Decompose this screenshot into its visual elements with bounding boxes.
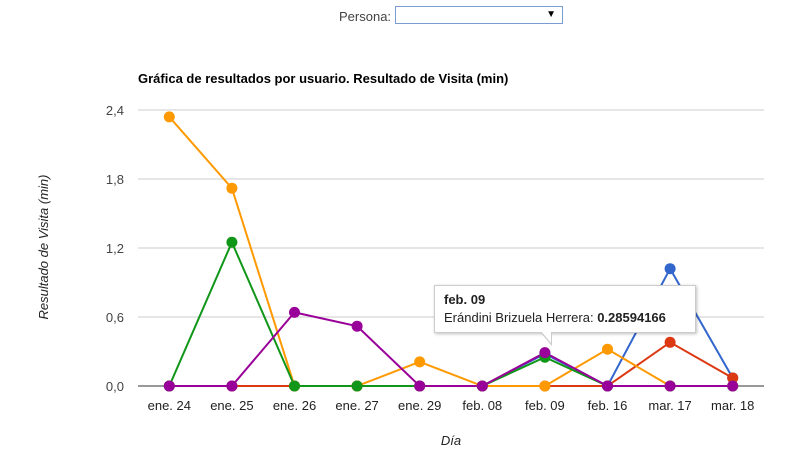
filter-bar: Persona: ▼ <box>0 4 800 26</box>
y-axis-label: Resultado de Visita (min) <box>36 175 51 320</box>
tooltip-pointer-fill <box>541 331 551 343</box>
data-point[interactable] <box>664 380 676 392</box>
x-tick-label: mar. 18 <box>711 398 754 413</box>
data-point[interactable] <box>351 320 363 332</box>
series-line-2 <box>169 341 734 387</box>
y-tick-label: 0,0 <box>106 379 124 394</box>
data-point[interactable] <box>163 380 175 392</box>
data-point[interactable] <box>727 380 739 392</box>
x-tick-label: ene. 27 <box>335 398 378 413</box>
data-point[interactable] <box>664 336 676 348</box>
data-point[interactable] <box>226 236 238 248</box>
x-tick-label: ene. 24 <box>148 398 191 413</box>
person-filter-label: Persona: <box>339 9 392 24</box>
data-point[interactable] <box>539 347 551 359</box>
series-line-3 <box>168 116 733 387</box>
x-axis-tick-labels: ene. 24 ene. 25 ene. 26 ene. 27 ene. 29 feb. … <box>148 398 755 413</box>
x-tick-label: feb. 16 <box>588 398 628 413</box>
data-point[interactable] <box>727 372 739 384</box>
data-point[interactable] <box>602 343 613 355</box>
series-line-5 <box>169 311 733 387</box>
y-tick-label: 1,2 <box>106 241 124 256</box>
data-point[interactable] <box>476 380 488 392</box>
y-tick-label: 2,4 <box>106 103 124 118</box>
data-point[interactable] <box>289 380 300 392</box>
x-tick-label: feb. 08 <box>462 398 502 413</box>
chart-title: Gráfica de resultados por usuario. Resul… <box>138 71 508 86</box>
y-axis-tick-labels: 0,0 0,6 1,2 1,8 2,4 <box>106 103 124 394</box>
y-tick-label: 0,6 <box>106 310 124 325</box>
data-point[interactable] <box>226 380 238 392</box>
data-point[interactable] <box>414 380 426 392</box>
tooltip-title: feb. 09 <box>444 292 486 307</box>
data-point[interactable] <box>602 380 613 392</box>
data-tooltip: feb. 09 Erándini Brizuela Herrera: 0.285… <box>434 285 696 346</box>
data-point[interactable] <box>226 182 238 194</box>
tooltip-value: 0.28594166 <box>597 310 666 325</box>
person-select[interactable]: ▼ <box>395 6 563 24</box>
x-tick-label: ene. 26 <box>273 398 316 413</box>
tooltip-body: Erándini Brizuela Herrera: 0.28594166 <box>444 310 686 325</box>
tooltip-series-name: Erándini Brizuela Herrera: <box>444 310 594 325</box>
series-lines <box>168 116 734 388</box>
x-axis-label: Día <box>441 433 461 448</box>
x-tick-label: feb. 09 <box>525 398 565 413</box>
y-tick-label: 1,8 <box>106 172 124 187</box>
data-point[interactable] <box>414 356 426 368</box>
x-tick-label: ene. 25 <box>210 398 253 413</box>
data-point[interactable] <box>289 306 300 318</box>
dropdown-arrow-icon[interactable]: ▼ <box>546 9 556 20</box>
data-point[interactable] <box>664 263 676 275</box>
data-point[interactable] <box>539 380 551 392</box>
x-tick-label: mar. 17 <box>648 398 691 413</box>
x-tick-label: ene. 29 <box>398 398 441 413</box>
data-point[interactable] <box>351 380 363 392</box>
series-points <box>163 111 739 392</box>
data-point[interactable] <box>163 111 175 123</box>
